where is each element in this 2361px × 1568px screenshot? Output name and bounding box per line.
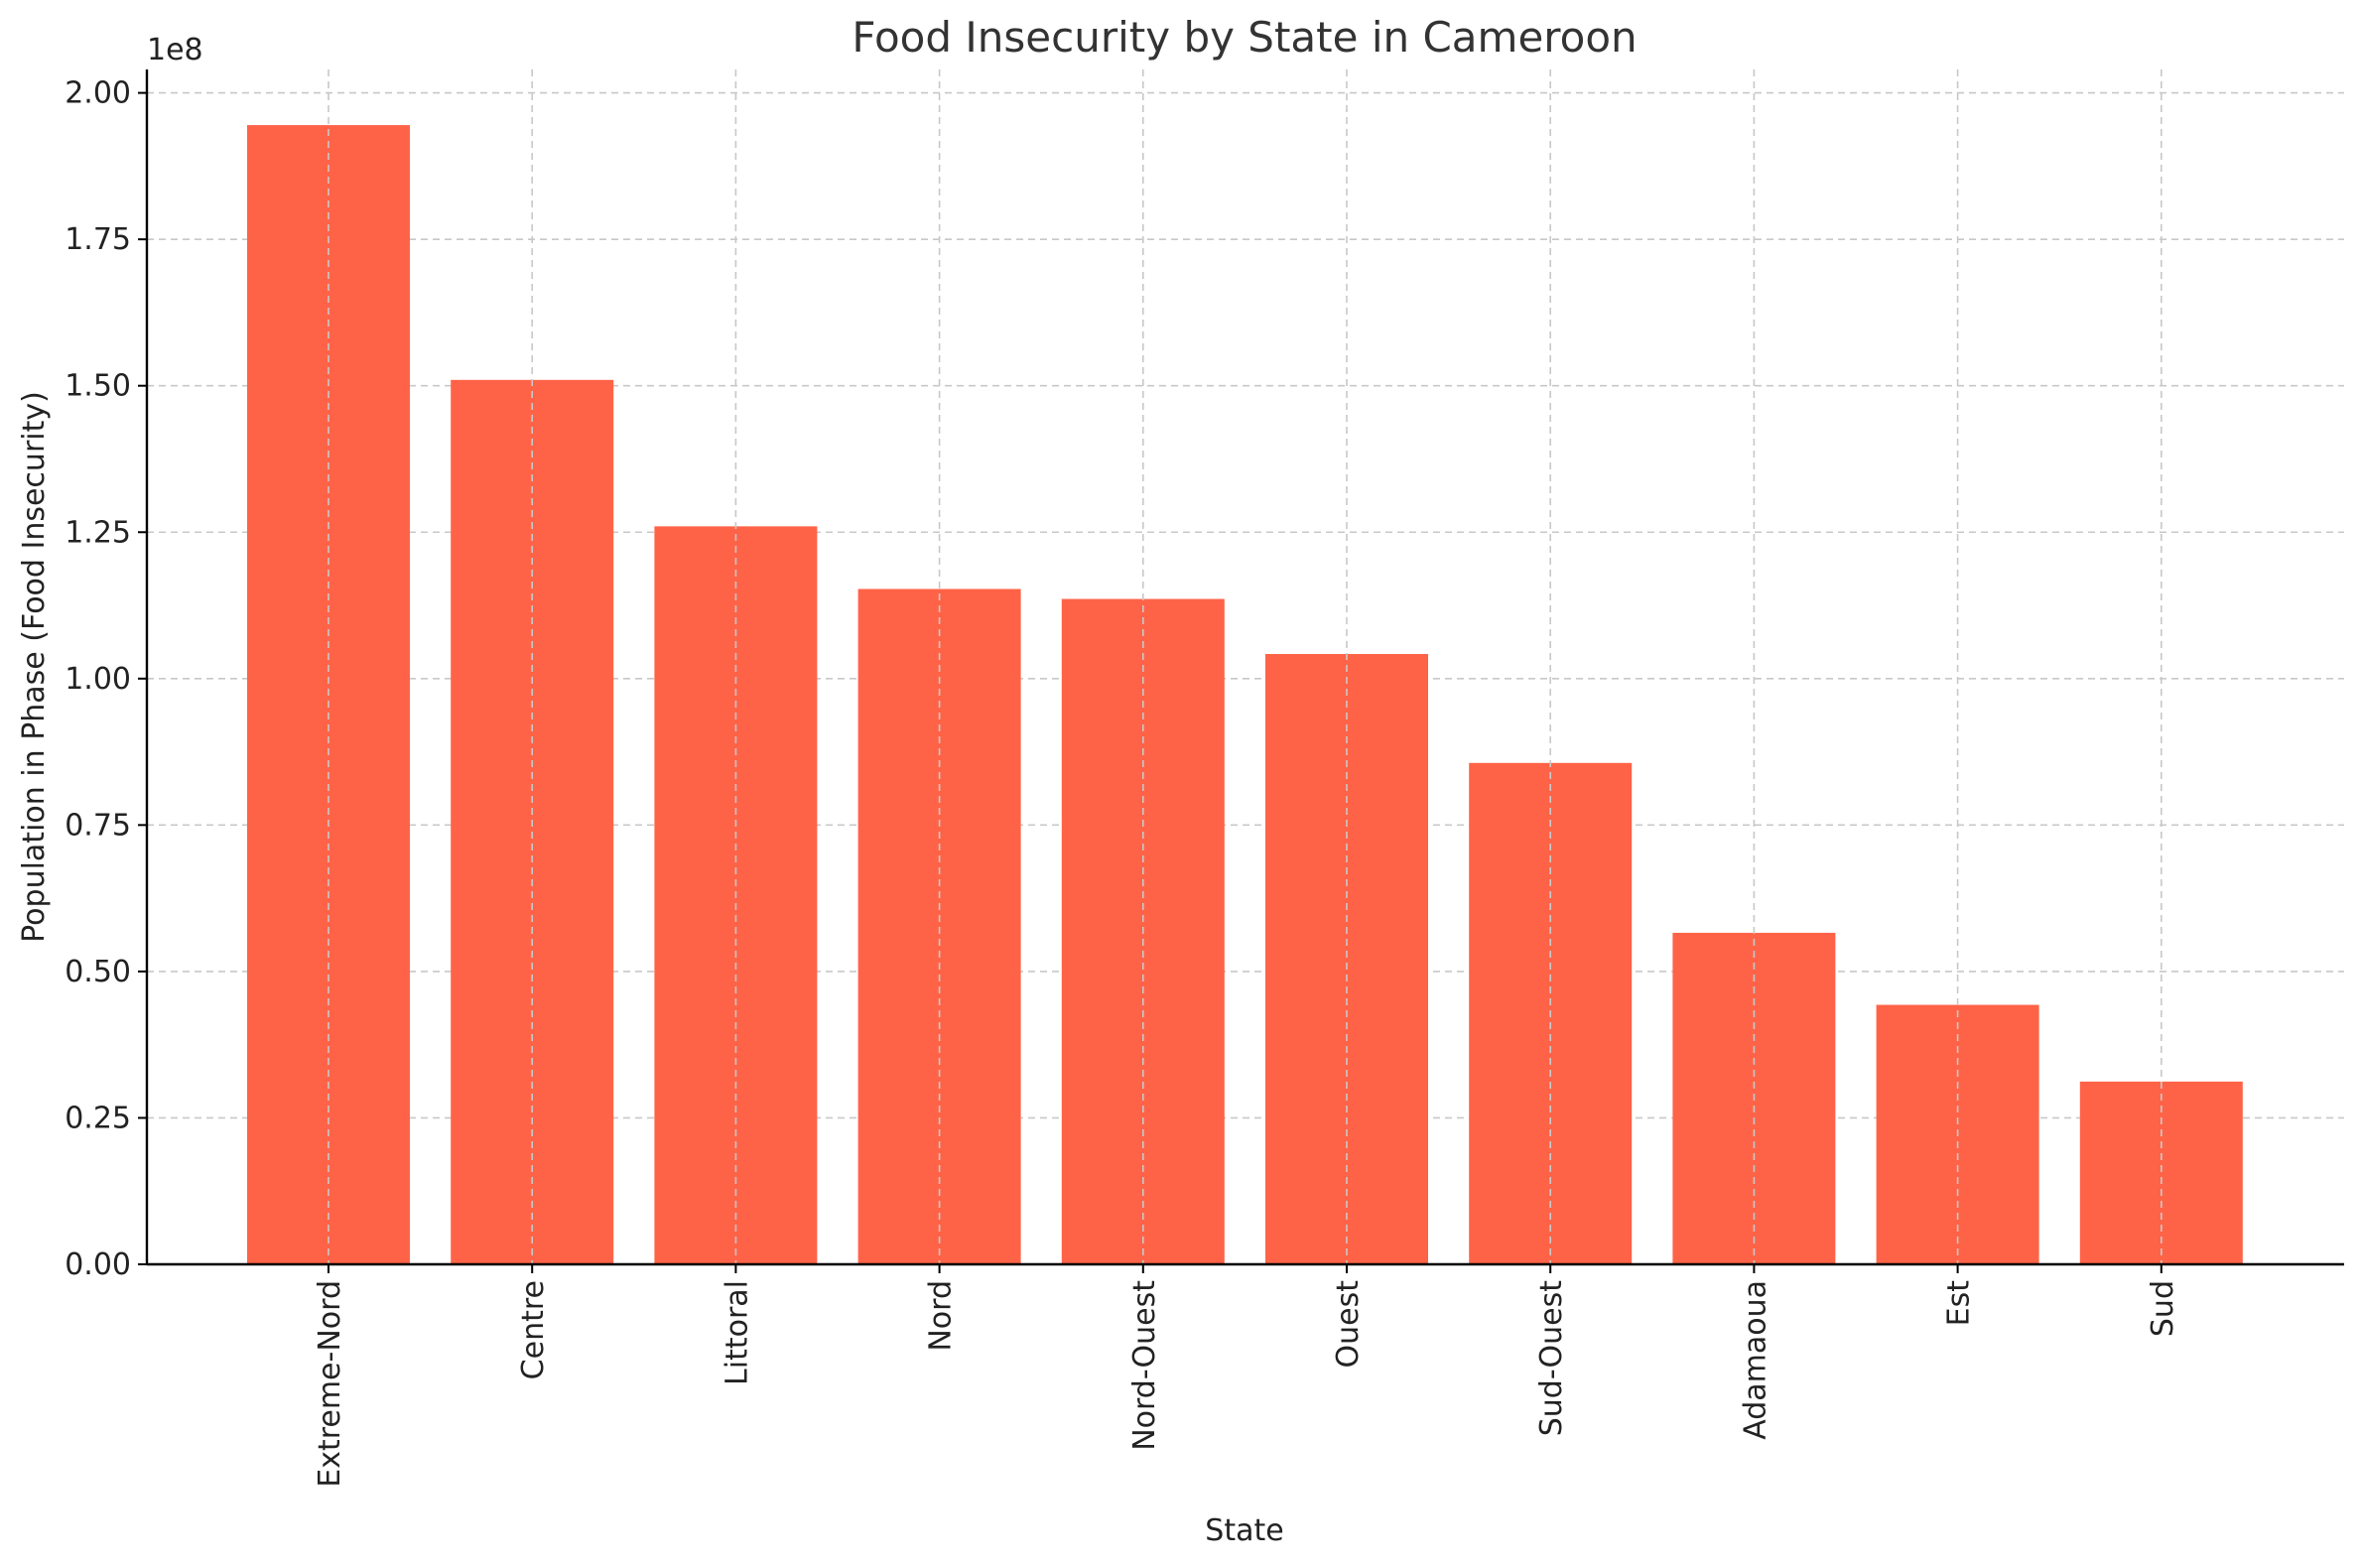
bars	[247, 125, 2243, 1265]
y-axis-offset-label: 1e8	[147, 33, 203, 67]
x-axis-label: State	[1205, 1513, 1283, 1548]
x-tick-label: Extreme-Nord	[313, 1280, 347, 1488]
y-tick-label: 1.50	[65, 369, 131, 404]
x-ticks: Extreme-Nord Centre Littoral Nord Nord-Ouest…	[313, 1264, 2180, 1488]
x-tick-label: Sud	[2146, 1280, 2180, 1337]
y-ticks: 0.00 0.25 0.50 0.75 1.00 1.25 1.50 1.75 2.00	[65, 76, 147, 1282]
chart-title: Food Insecurity by State in Cameroon	[852, 13, 1637, 62]
y-tick-label: 1.25	[65, 515, 131, 550]
y-tick-label: 0.50	[65, 955, 131, 989]
x-tick-label: Sud-Ouest	[1534, 1280, 1569, 1436]
x-tick-label: Centre	[516, 1280, 551, 1379]
x-tick-label: Littoral	[720, 1280, 754, 1385]
x-tick-label: Est	[1942, 1280, 1977, 1327]
y-tick-label: 1.00	[65, 662, 131, 697]
x-tick-label: Nord-Ouest	[1127, 1280, 1162, 1451]
x-tick-label: Nord	[924, 1280, 959, 1352]
y-tick-label: 2.00	[65, 76, 131, 111]
axes	[145, 69, 2344, 1266]
x-tick-label: Adamaoua	[1738, 1280, 1772, 1440]
x-tick-label: Ouest	[1331, 1280, 1366, 1369]
y-tick-label: 0.25	[65, 1101, 131, 1135]
y-tick-label: 1.75	[65, 222, 131, 257]
y-tick-label: 0.00	[65, 1247, 131, 1282]
bar	[1265, 654, 1428, 1264]
y-tick-label: 0.75	[65, 808, 131, 843]
y-axis-label: Population in Phase (Food Insecurity)	[17, 391, 52, 943]
